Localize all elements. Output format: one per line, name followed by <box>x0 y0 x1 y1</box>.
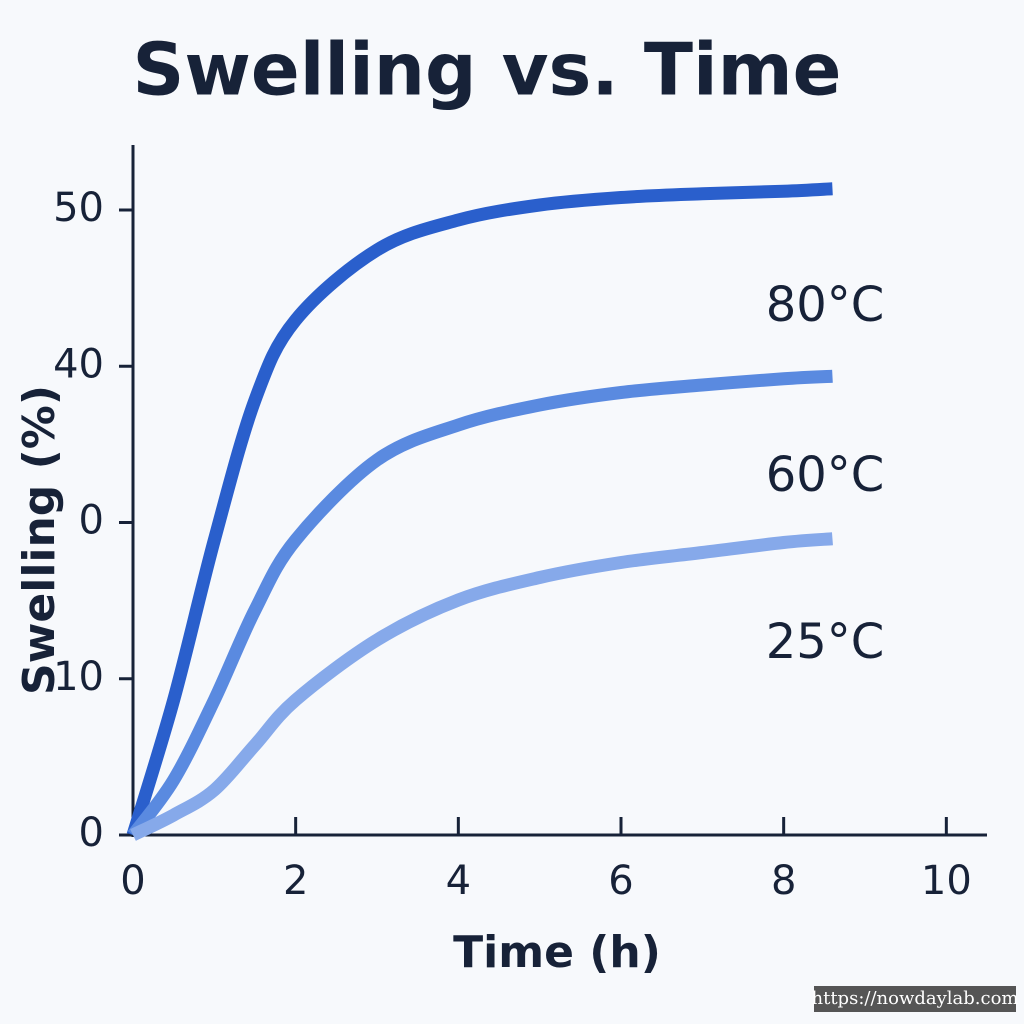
x-tick-label: 6 <box>608 858 633 904</box>
series-label: 60°C <box>766 447 885 503</box>
x-tick-label: 8 <box>771 858 796 904</box>
y-tick-label: 40 <box>53 341 104 387</box>
x-tick-label: 0 <box>120 858 145 904</box>
chart-title: Swelling vs. Time <box>133 28 842 112</box>
series-label: 80°C <box>766 277 885 333</box>
x-axis-label: Time (h) <box>453 927 661 978</box>
y-tick-label: 0 <box>79 498 104 544</box>
watermark-bg <box>814 986 1016 1012</box>
series-label: 25°C <box>766 614 885 670</box>
y-axis-label: Swelling (%) <box>14 385 65 695</box>
x-tick-label: 2 <box>283 858 308 904</box>
x-tick-label: 10 <box>921 858 972 904</box>
line-series <box>130 532 833 841</box>
line-series <box>127 369 833 839</box>
y-tick-label: 50 <box>53 185 104 231</box>
y-tick-label: 0 <box>79 810 104 856</box>
watermark: https://nowdaylab.com <box>812 988 1019 1009</box>
y-tick-label: 10 <box>53 654 104 700</box>
x-tick-label: 4 <box>446 858 471 904</box>
line-series <box>126 182 833 837</box>
